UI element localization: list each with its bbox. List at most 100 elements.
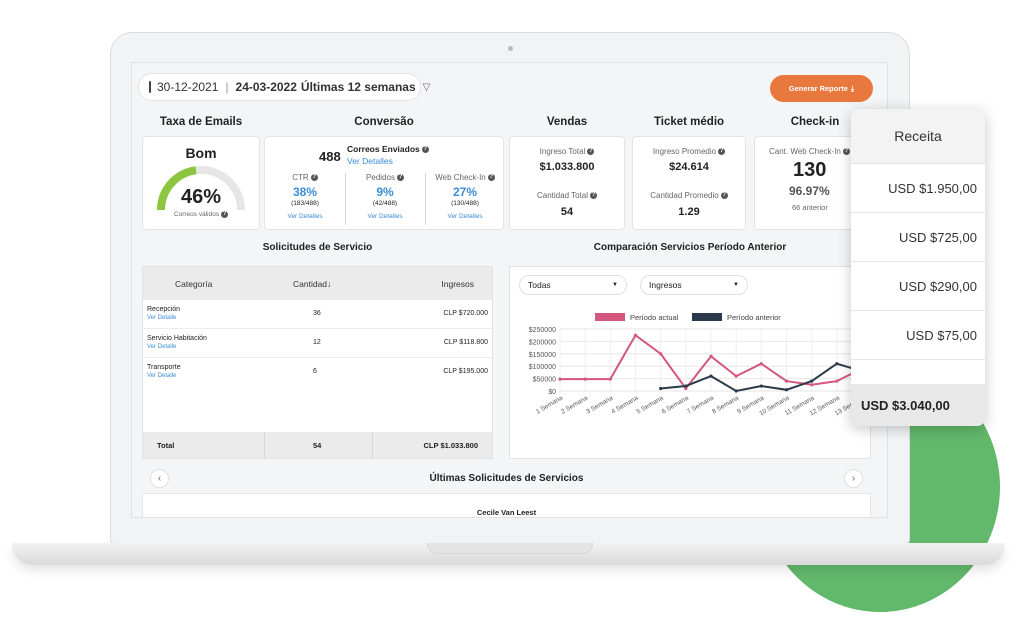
x-tick-label: 7 Semana (686, 394, 715, 415)
table-row: Recepción Ver Detalle 36 CLP $720.000 (143, 300, 492, 329)
list-item[interactable]: Cecile Van Leest (476, 508, 537, 517)
info-icon[interactable]: ? (720, 192, 728, 200)
date-range-selector[interactable]: 30-12-2021 | 24-03-2022 Últimas 12 seman… (138, 73, 430, 101)
category-select[interactable]: Todas ▼ (519, 275, 627, 295)
sales-total-label: Ingreso Total (539, 147, 586, 156)
row-category: Servicio Habitación (147, 335, 207, 342)
total-qty: 54 (313, 441, 322, 450)
metric-label: Pedidos (366, 173, 395, 182)
row-amount: CLP $118.800 (443, 339, 488, 346)
sent-label: Correos Enviados (347, 144, 420, 154)
caret-down-icon: ▼ (733, 282, 739, 288)
legend-label: Período actual (630, 313, 679, 322)
conversion-card: 488 Correos Enviados? Ver Detalles CTR? … (264, 136, 504, 230)
latest-list: Cecile Van Leest (142, 493, 871, 517)
receita-title: Receita (851, 109, 985, 164)
info-icon[interactable]: ? (221, 211, 229, 218)
checkin-percent: 96.97% (789, 184, 830, 198)
row-details-link[interactable]: Ver Detalle (147, 315, 177, 321)
x-tick-label: 2 Semana (560, 394, 589, 415)
x-tick-label: 1 Semana (535, 394, 564, 415)
calendar-icon (149, 81, 151, 93)
data-point (734, 374, 738, 378)
info-icon[interactable]: ? (421, 146, 429, 154)
x-tick-label: 3 Semana (585, 394, 614, 415)
row-amount: CLP $195.000 (443, 368, 488, 375)
table-header: Categoría Cantidad↓ Ingresos (143, 267, 492, 300)
sent-label-row: Correos Enviados? (347, 144, 429, 154)
total-amount: CLP $1.033.800 (423, 441, 479, 450)
data-point (810, 379, 814, 383)
category-select-value: Todas (528, 280, 551, 290)
data-point (759, 362, 763, 366)
metric-select[interactable]: Ingresos ▼ (640, 275, 748, 295)
checkin-value: 130 (793, 159, 827, 181)
y-tick-label: $100000 (529, 364, 556, 371)
info-icon[interactable]: ? (310, 174, 318, 182)
prev-button[interactable]: ‹ (150, 469, 169, 488)
date-to: 24-03-2022 (235, 80, 297, 94)
info-icon[interactable]: ? (587, 148, 595, 156)
metric-divider (425, 173, 426, 225)
legend-swatch (595, 313, 625, 321)
metric-select-value: Ingresos (649, 280, 682, 290)
sales-total-value: $1.033.800 (539, 161, 595, 173)
x-tick-label: 6 Semana (661, 394, 690, 415)
data-point (709, 374, 713, 378)
sent-count: 488 (319, 149, 341, 164)
row-details-link[interactable]: Ver Detalle (147, 344, 177, 350)
download-icon: ⤓ (850, 83, 855, 93)
receita-row: USD $290,00 (851, 262, 985, 311)
metric-ctr: CTR? 38% (183/488) Ver Detalles (265, 173, 345, 220)
info-icon[interactable]: ? (487, 174, 495, 182)
y-tick-label: $0 (548, 389, 556, 396)
emails-caption: Correos válidos (173, 211, 220, 219)
sales-card: Ingreso Total? $1.033.800 Cantidad Total… (509, 136, 625, 230)
data-point (835, 362, 839, 366)
row-category: Recepción (147, 306, 181, 313)
col-quantity[interactable]: Cantidad↓ (293, 279, 332, 289)
sent-details-link[interactable]: Ver Detalles (347, 156, 393, 166)
ticket-title: Ticket médio (653, 116, 725, 128)
x-tick-label: 5 Semana (635, 394, 664, 415)
data-point (684, 384, 688, 388)
metric-ratio: (130/488) (451, 200, 479, 207)
col-revenue[interactable]: Ingresos (441, 279, 474, 289)
total-label: Total (157, 441, 175, 450)
y-tick-label: $50000 (533, 377, 556, 384)
data-point (558, 377, 562, 381)
info-icon[interactable]: ? (590, 192, 597, 200)
chevron-down-icon: ▽ (422, 81, 431, 93)
ticket-card: Ingreso Promedio? $24.614 Cantidad Prome… (632, 136, 746, 230)
checkin-previous: 66 anterior (792, 203, 828, 212)
emails-card: Bom 46% Correos válidos? (142, 136, 260, 230)
conversion-title: Conversão (354, 116, 414, 128)
info-icon[interactable]: ? (842, 148, 850, 156)
data-point (810, 383, 814, 387)
metric-details-link[interactable]: Ver Detalles (447, 213, 483, 220)
row-qty: 36 (313, 310, 321, 317)
info-icon[interactable]: ? (396, 174, 404, 182)
metric-label: Web Check-In (435, 173, 486, 182)
metric-ratio: (183/488) (291, 200, 319, 207)
comparison-line-chart: $0 $50000 $100000 $150000 $200000 $250000 1 Se… (529, 313, 866, 417)
latest-services: ‹ Últimas Solicitudes de Servicios › Cec… (142, 467, 871, 517)
range-label: Últimas 12 semanas (300, 80, 416, 94)
row-details-link[interactable]: Ver Detalle (147, 373, 177, 379)
sales-title: Vendas (546, 116, 588, 128)
generate-report-button[interactable]: Generar Reporte ⤓ (770, 75, 873, 102)
laptop-base (12, 543, 1005, 565)
data-point (583, 377, 587, 381)
sales-qty-label: Cantidad Total (537, 191, 588, 200)
col-category[interactable]: Categoría (175, 279, 213, 289)
y-tick-label: $200000 (529, 339, 556, 346)
comparison-chart-card: Todas ▼ Ingresos ▼ $0 $50000 $100000 $15000… (509, 266, 871, 459)
next-button[interactable]: › (844, 469, 863, 488)
emails-status: Bom (185, 145, 217, 161)
metric-details-link[interactable]: Ver Detalles (367, 213, 403, 220)
metric-details-link[interactable]: Ver Detalles (287, 213, 323, 220)
caret-down-icon: ▼ (612, 282, 618, 288)
info-icon[interactable]: ? (718, 148, 726, 156)
footer-divider (264, 432, 265, 458)
checkin-title: Check-in (790, 116, 840, 128)
